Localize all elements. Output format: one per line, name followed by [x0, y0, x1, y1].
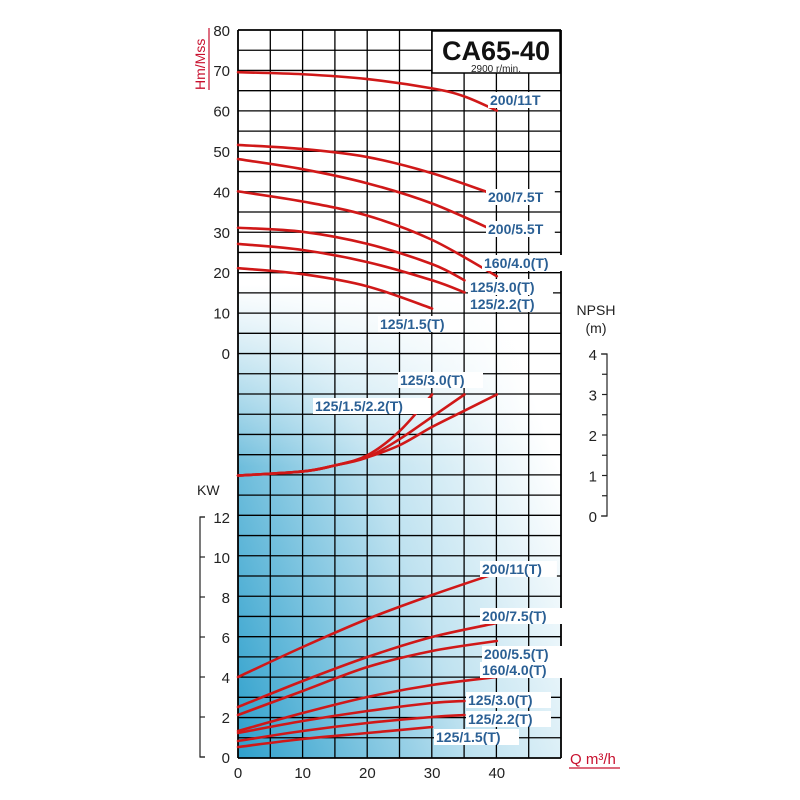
- kw-tick-label: 0: [222, 750, 230, 767]
- curve-label-bg: [466, 711, 551, 727]
- npsh-tick-label: 0: [589, 509, 597, 526]
- head-tick-label: 80: [213, 23, 230, 40]
- npsh-tick-label: 2: [589, 428, 597, 445]
- head-curve-label: 200/5.5T: [488, 221, 544, 237]
- kw-tick-label: 6: [222, 630, 230, 647]
- curve-label-bg: [480, 608, 565, 624]
- x-tick-label: 0: [234, 765, 242, 782]
- power-curve: [236, 699, 466, 735]
- head-tick-label: 20: [213, 265, 230, 282]
- kw-tick-label: 12: [213, 510, 230, 527]
- curve-label-bg: [466, 692, 551, 708]
- power-curve: [236, 713, 466, 743]
- curves: [236, 70, 499, 749]
- head-tick-label: 70: [213, 63, 230, 80]
- curve-label-bg: [486, 189, 555, 205]
- curve-label-bg: [480, 561, 557, 577]
- head-curve: [236, 190, 499, 278]
- curve-label-bg: [480, 662, 565, 678]
- head-curve: [236, 226, 466, 282]
- head-curve-label: 125/2.2(T): [470, 296, 535, 312]
- power-curve-label: 200/7.5(T): [482, 608, 547, 624]
- x-tick-label: 30: [424, 765, 441, 782]
- head-curve-label: 200/7.5T: [488, 189, 544, 205]
- power-curve-label: 200/11(T): [482, 561, 542, 577]
- power-curve-label: 160/4.0(T): [482, 662, 547, 678]
- kw-tick-label: 4: [222, 670, 230, 687]
- power-curve-label: 125/3.0(T): [468, 692, 533, 708]
- power-curve: [236, 621, 499, 709]
- curve-label-bg: [468, 296, 553, 312]
- curve-label-bg: [482, 255, 567, 271]
- x-tick-label: 20: [359, 765, 376, 782]
- head-curve-label: 125/1.5(T): [380, 316, 445, 332]
- curve-label-bg: [398, 372, 483, 388]
- power-curve: [236, 725, 434, 749]
- curve-label-bg: [482, 646, 567, 662]
- power-curve-label: 125/1.5(T): [436, 729, 501, 745]
- power-curve-label: 200/5.5(T): [484, 646, 549, 662]
- curve-label-bg: [313, 398, 431, 414]
- x-axis-title: Q m³/h: [570, 751, 616, 768]
- head-curve-label: 200/11T: [490, 92, 541, 108]
- head-curve-label: 160/4.0(T): [484, 255, 549, 271]
- head-tick-label: 30: [213, 225, 230, 242]
- kw-tick-label: 2: [222, 710, 230, 727]
- npsh-curve-label: 125/3.0(T): [400, 372, 465, 388]
- head-tick-label: 50: [213, 144, 230, 161]
- head-curve: [236, 157, 499, 234]
- power-curve-label: 125/2.2(T): [468, 711, 533, 727]
- curve-label-bg: [434, 729, 519, 745]
- curve-label-bg: [468, 279, 553, 295]
- head-tick-label: 40: [213, 184, 230, 201]
- curve-labels: 200/11T 200/7.5T 200/5.5T 160/4.0(T) 125/3.0…: [313, 92, 567, 745]
- head-curve: [236, 242, 466, 294]
- curve-label-bg: [486, 221, 555, 237]
- npsh-axis-title: NPSH (m): [577, 302, 616, 336]
- kw-tick-label: 10: [213, 550, 230, 567]
- chart-subtitle: 2900 r/min.: [471, 64, 521, 75]
- power-curve: [236, 639, 499, 717]
- kw-tick-label: 8: [222, 590, 230, 607]
- npsh-curve-label: 125/1.5/2.2(T): [315, 398, 403, 414]
- head-tick-label: 0: [222, 346, 230, 363]
- head-curve: [236, 70, 499, 112]
- npsh-tick-label: 1: [589, 469, 597, 486]
- x-tick-label: 10: [294, 765, 311, 782]
- npsh-tick-label: 3: [589, 388, 597, 405]
- head-curve: [236, 143, 499, 197]
- npsh-tick-label: 4: [589, 347, 597, 364]
- head-curve-label: 125/3.0(T): [470, 279, 535, 295]
- head-tick-label: 60: [213, 104, 230, 121]
- title-box: CA65-40 2900 r/min.: [431, 30, 561, 75]
- npsh-curve: [236, 393, 499, 477]
- head-tick-label: 10: [213, 306, 230, 323]
- y-axis-title-head: Hm/Mss: [192, 39, 208, 90]
- x-tick-label: 40: [488, 765, 505, 782]
- head-curve: [236, 266, 434, 310]
- power-curve: [236, 571, 499, 679]
- kw-axis-title: KW: [197, 482, 220, 498]
- power-curve: [236, 675, 499, 733]
- curve-label-bg: [488, 92, 549, 108]
- chart-title: CA65-40: [442, 36, 550, 66]
- curve-label-bg: [378, 316, 463, 332]
